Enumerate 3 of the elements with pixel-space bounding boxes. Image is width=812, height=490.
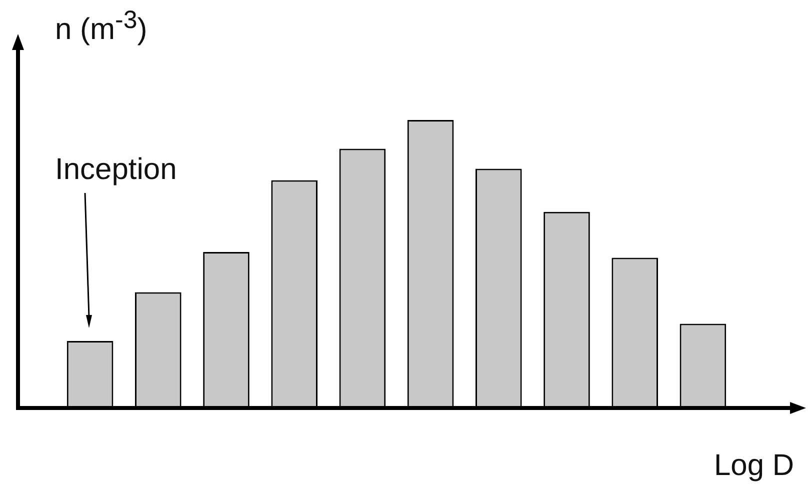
x-axis-title: Log D: [714, 449, 794, 482]
y-axis-title: n (m$^{-3}$): [55, 6, 148, 46]
annotation: Inception: [55, 153, 177, 186]
